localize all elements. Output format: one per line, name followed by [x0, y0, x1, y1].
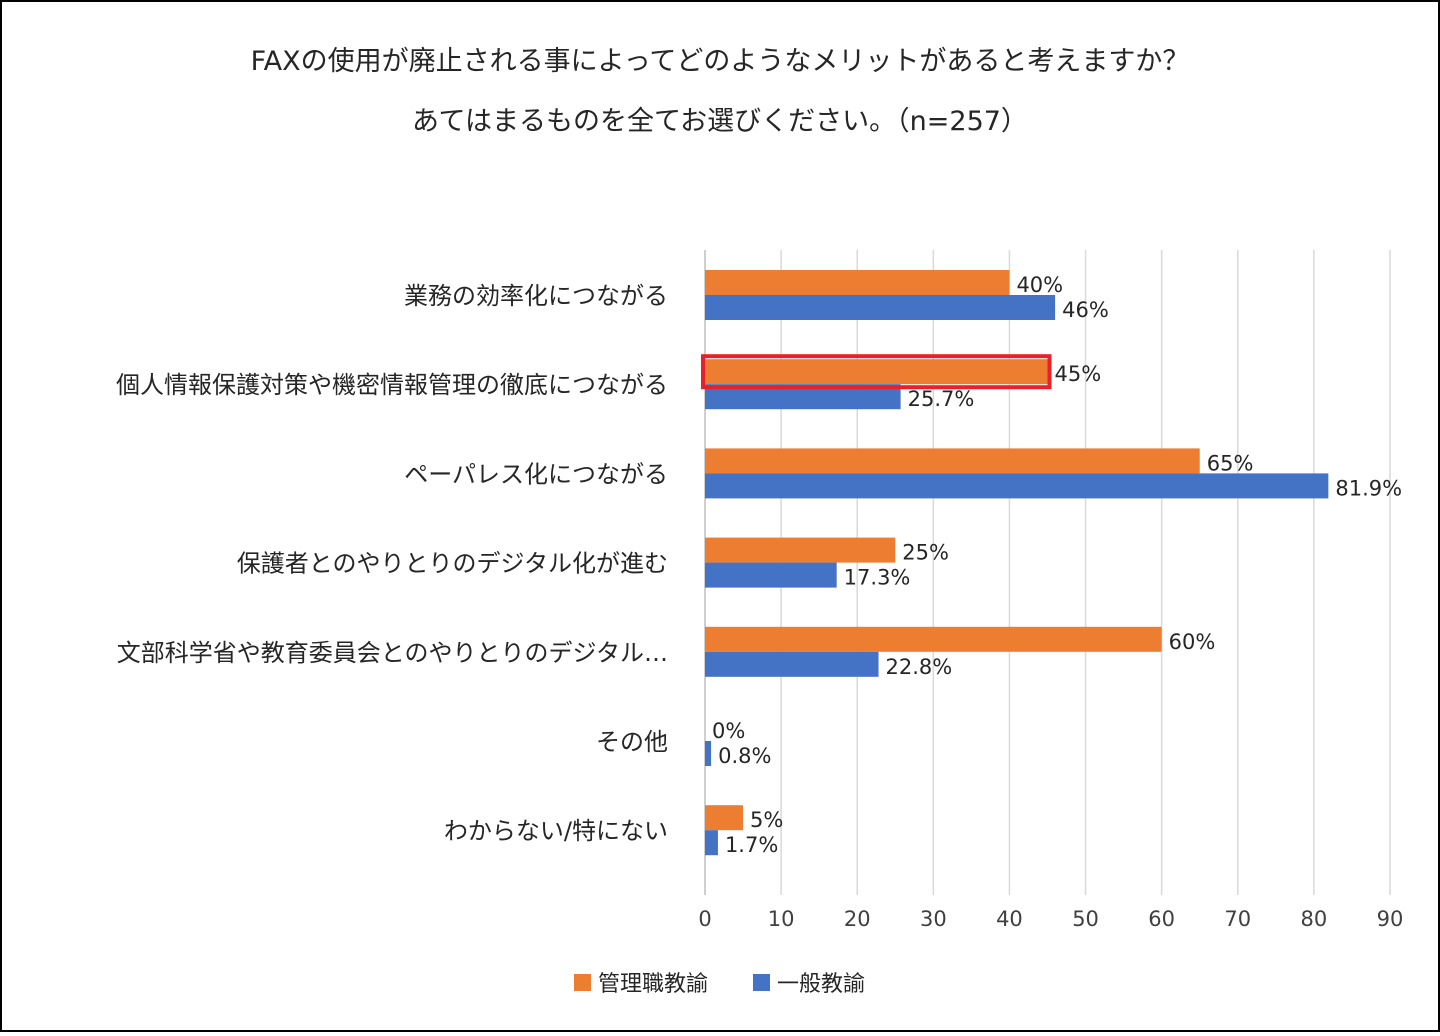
category-label: 個人情報保護対策や機密情報管理の徹底につながる — [116, 371, 668, 399]
bar-series-0 — [705, 537, 896, 563]
data-label: 0.8% — [718, 744, 771, 768]
legend-swatch-series-0 — [574, 974, 591, 991]
data-label: 60% — [1169, 630, 1216, 654]
x-tick-label: 30 — [920, 907, 947, 931]
data-label: 0% — [712, 719, 745, 743]
bar-series-1 — [705, 741, 712, 766]
bar-series-1 — [705, 830, 718, 856]
chart-title-line-1: FAXの使用が廃止される事によってどのようなメリットがあると考えますか？ — [251, 46, 1190, 77]
bar-series-1 — [705, 562, 837, 588]
category-label: ペーパレス化につながる — [404, 460, 668, 488]
category-label: 保護者とのやりとりのデジタル化が進む — [237, 550, 668, 578]
bar-series-0 — [705, 448, 1200, 474]
data-label: 25.7% — [908, 387, 975, 411]
data-label: 40% — [1016, 273, 1063, 297]
bar-series-1 — [705, 651, 879, 677]
x-tick-label: 10 — [768, 907, 795, 931]
data-label: 65% — [1207, 451, 1254, 475]
data-label: 1.7% — [725, 833, 778, 857]
bar-series-1 — [705, 295, 1056, 320]
data-label: 45% — [1055, 362, 1102, 386]
legend: 管理職教諭 一般教諭 — [574, 972, 865, 997]
x-tick-label: 90 — [1377, 907, 1404, 931]
bar-series-0 — [705, 270, 1010, 295]
highlight-box — [701, 354, 1052, 390]
data-label: 46% — [1062, 298, 1109, 322]
x-tick-label: 20 — [844, 907, 871, 931]
legend-label-series-1: 一般教諭 — [777, 972, 865, 997]
x-tick-label: 40 — [996, 907, 1023, 931]
data-label: 81.9% — [1335, 476, 1402, 500]
category-label: 業務の効率化につながる — [404, 282, 668, 310]
bar-series-1 — [705, 473, 1329, 499]
bar-series-0 — [705, 626, 1162, 652]
chart-title-line-2: あてはまるものを全てお選びください。（n=257） — [412, 106, 1028, 137]
legend-label-series-0: 管理職教諭 — [598, 972, 708, 997]
bar-series-0 — [705, 805, 744, 831]
data-label: 25% — [902, 541, 949, 565]
data-label: 5% — [750, 808, 783, 832]
bar-series-0 — [705, 359, 1048, 385]
category-label: 文部科学省や教育委員会とのやりとりのデジタル… — [117, 639, 668, 667]
data-label: 22.8% — [886, 655, 953, 679]
category-label: その他 — [596, 728, 668, 756]
x-tick-label: 80 — [1301, 907, 1328, 931]
x-tick-label: 60 — [1148, 907, 1175, 931]
category-label: わからない/特にない — [444, 817, 668, 845]
x-tick-label: 70 — [1224, 907, 1251, 931]
x-tick-label: 50 — [1072, 907, 1099, 931]
x-tick-label: 0 — [698, 907, 711, 931]
legend-swatch-series-1 — [753, 974, 770, 991]
data-label: 17.3% — [844, 566, 911, 590]
